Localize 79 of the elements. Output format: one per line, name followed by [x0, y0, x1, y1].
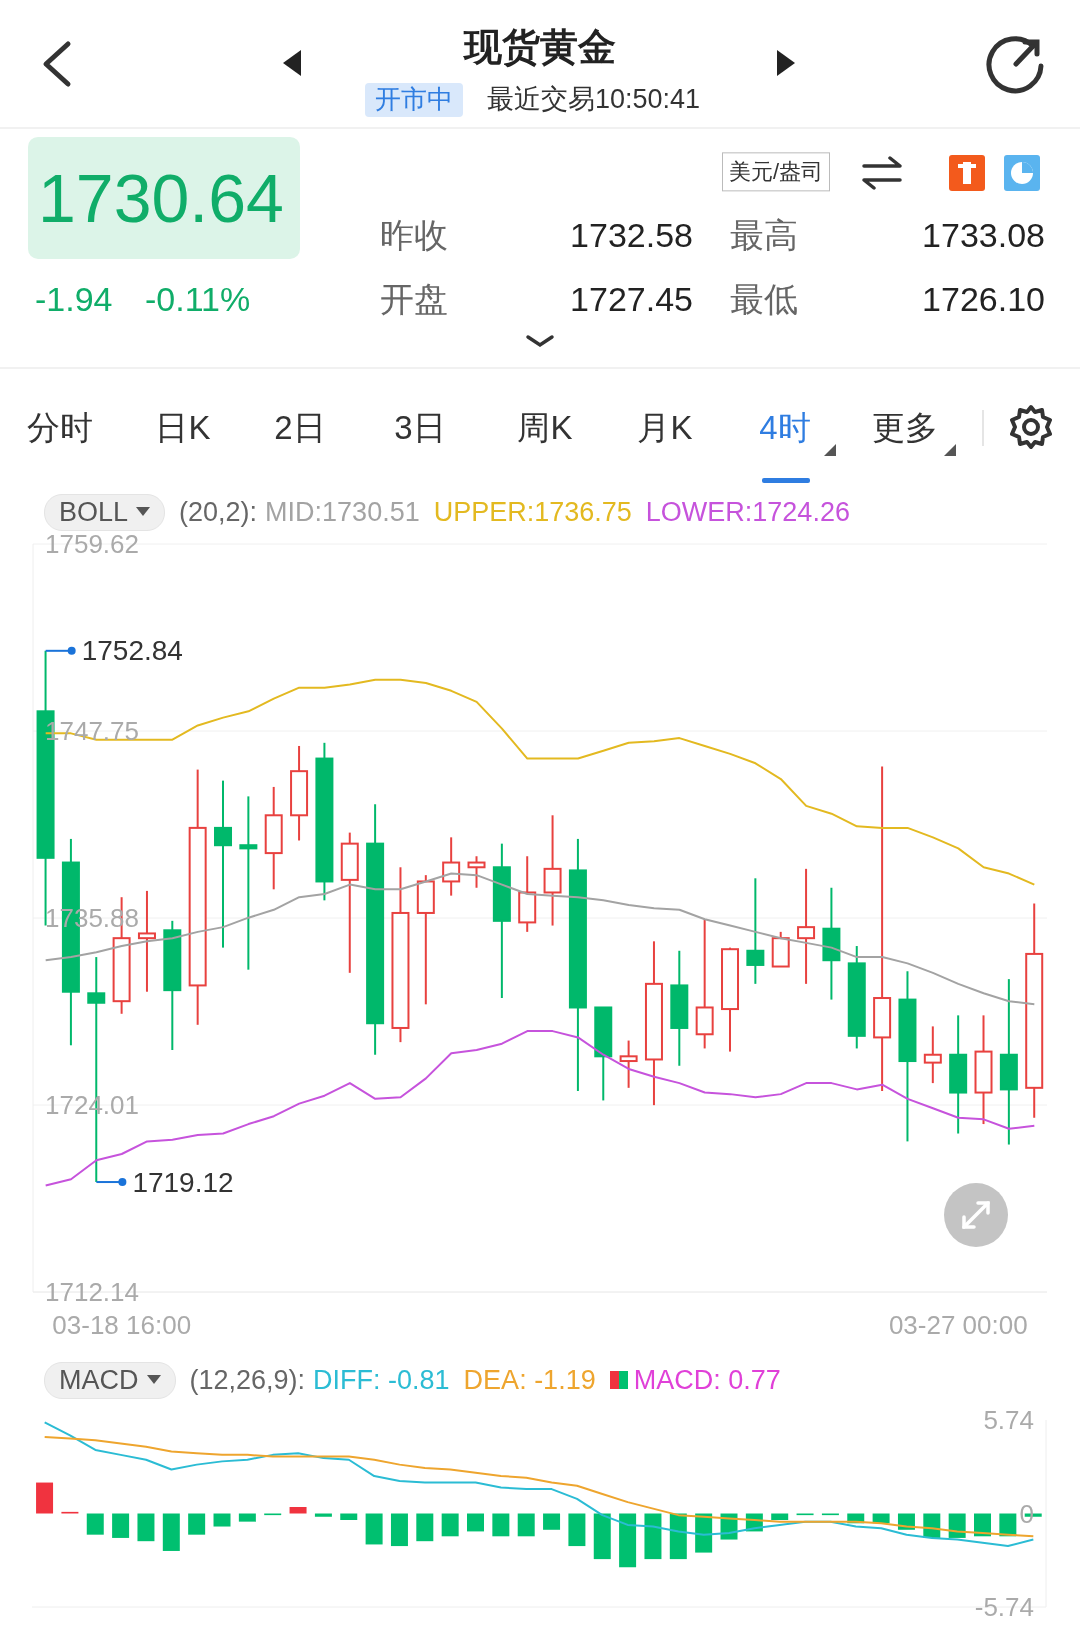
x-tick-label: 03-27 00:00 [888, 1310, 1028, 1340]
text: 1733.08 [922, 216, 1045, 256]
text: 分时 [27, 409, 93, 447]
bar [568, 1513, 586, 1547]
line-series [43, 1435, 1035, 1538]
x-tick-label: 03-18 16:00 [52, 1310, 192, 1340]
bar [948, 1513, 966, 1538]
text: UPPER:1736.75 [433, 496, 632, 528]
bar [340, 1513, 358, 1521]
y-tick-label: 5.74 [983, 1405, 1034, 1435]
bar [492, 1513, 510, 1537]
bar [137, 1513, 155, 1542]
text: 2日 [274, 409, 326, 447]
bar [669, 1513, 687, 1560]
candlestick [797, 867, 816, 985]
text: 1726.10 [922, 280, 1045, 320]
text: LOWER:1724.26 [645, 496, 850, 528]
bar [162, 1513, 180, 1551]
text: 4时 [759, 409, 811, 447]
text: (12,26,9): [189, 1364, 306, 1396]
text: 最高 [730, 216, 798, 256]
candlestick [923, 1025, 942, 1085]
text: 1732.58 [570, 216, 693, 256]
bar [213, 1513, 231, 1527]
text: 开市中 [365, 83, 463, 117]
candlestick [619, 1039, 638, 1089]
bar [314, 1513, 332, 1517]
line-series [44, 678, 1036, 886]
text: MID:1730.51 [265, 496, 420, 528]
text: 周K [517, 409, 573, 447]
text: DIFF: -0.81 [313, 1364, 450, 1396]
bar [238, 1513, 256, 1522]
annotation: 1719.12 [132, 1166, 234, 1198]
bar [289, 1506, 307, 1514]
text: 现货黄金 [464, 24, 616, 70]
text: 最近交易10:50:41 [487, 84, 701, 116]
text: DEA: -1.19 [463, 1364, 596, 1396]
bar [517, 1513, 535, 1537]
bar [36, 1482, 54, 1514]
y-tick-label: 1712.14 [45, 1277, 139, 1307]
candlestick [873, 765, 892, 1092]
text: 昨收 [380, 216, 448, 256]
text: (20,2): [179, 496, 258, 528]
candlestick [239, 795, 258, 971]
candlestick [214, 779, 233, 949]
bar [416, 1513, 434, 1542]
legend-title: MACD [59, 1364, 139, 1396]
bar [390, 1513, 408, 1547]
legend-label: MACD: 0.77 [633, 1364, 781, 1396]
bar [441, 1513, 459, 1537]
bar [619, 1513, 637, 1568]
legend-title: BOLL [59, 496, 129, 528]
text: 日K [155, 409, 211, 447]
text: 美元/盎司 [722, 152, 831, 192]
text: 更多 [872, 409, 938, 447]
bar [543, 1513, 561, 1530]
text: 1727.45 [570, 280, 693, 320]
text: 3日 [394, 409, 446, 447]
candlestick [543, 814, 562, 927]
y-tick-label: -5.74 [974, 1592, 1034, 1622]
bar [644, 1513, 662, 1560]
bar [365, 1513, 383, 1545]
bar [112, 1513, 130, 1538]
bar [467, 1513, 485, 1532]
annotation: 1752.84 [81, 635, 183, 667]
text: 开盘 [380, 280, 448, 320]
bar [593, 1513, 611, 1560]
candlestick [137, 889, 156, 993]
candlestick [467, 855, 486, 889]
candlestick [746, 877, 765, 985]
bar [771, 1513, 789, 1521]
text: -0.11% [145, 280, 251, 320]
text: -1.94 [35, 280, 113, 320]
text: 最低 [730, 280, 798, 320]
y-tick-label: 1759.62 [45, 529, 139, 559]
text: 1730.64 [28, 136, 300, 260]
text: 月K [637, 409, 693, 447]
bar [86, 1513, 104, 1535]
bar [188, 1513, 206, 1535]
